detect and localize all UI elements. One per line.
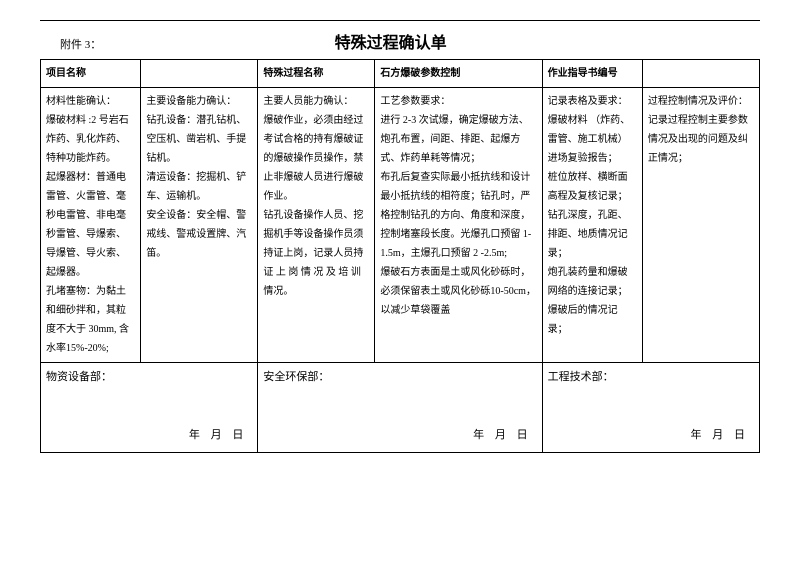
project-name-label: 项目名称 <box>41 60 141 88</box>
evaluation-body: 记录过程控制主要参数情况及出现的问题及纠正情况； <box>648 111 754 168</box>
material-cell: 材料性能确认： 爆破材料 :2 号岩石炸药、乳化炸药、特种功能炸药。 起爆器材：… <box>41 88 141 363</box>
process-name-label: 特殊过程名称 <box>258 60 375 88</box>
table-body-row: 材料性能确认： 爆破材料 :2 号岩石炸药、乳化炸药、特种功能炸药。 起爆器材：… <box>41 88 760 363</box>
records-cell: 记录表格及要求： 爆破材料 （炸药、雷管、施工机械）进场复验报告； 桩位放样、横… <box>542 88 642 363</box>
equipment-title: 主要设备能力确认： <box>146 92 252 111</box>
records-body: 爆破材料 （炸药、雷管、施工机械）进场复验报告； 桩位放样、横断面高程及复核记录… <box>548 111 637 339</box>
equipment-cell: 主要设备能力确认： 钻孔设备：潜孔钻机、空压机、凿岩机、手提钻机。 清运设备：挖… <box>141 88 258 363</box>
table-header-row: 项目名称 特殊过程名称 石方爆破参数控制 作业指导书编号 <box>41 60 760 88</box>
document-title: 特殊过程确认单 <box>335 29 447 53</box>
attachment-label: 附件 3： <box>60 36 101 52</box>
confirmation-table: 项目名称 特殊过程名称 石方爆破参数控制 作业指导书编号 材料性能确认： 爆破材… <box>40 59 760 453</box>
instruction-number-value <box>642 60 759 88</box>
equipment-body: 钻孔设备：潜孔钻机、空压机、凿岩机、手提钻机。 清运设备：挖掘机、铲车、运输机。… <box>146 111 252 263</box>
signature-engineering-dept: 工程技术部： 年 月 日 <box>542 363 759 453</box>
personnel-body: 爆破作业，必须由经过考试合格的持有爆破证的爆破操作员操作，禁止非爆破人员进行爆破… <box>263 111 369 301</box>
signature-row: 物资设备部： 年 月 日 安全环保部： 年 月 日 工程技术部： 年 月 日 <box>41 363 760 453</box>
process-params-cell: 工艺参数要求： 进行 2-3 次试爆，确定爆破方法、炮孔布置，间距、排距、起爆方… <box>375 88 542 363</box>
materials-dept-label: 物资设备部： <box>46 367 252 388</box>
project-name-value <box>141 60 258 88</box>
instruction-number-label: 作业指导书编号 <box>542 60 642 88</box>
process-params-body: 进行 2-3 次试爆，确定爆破方法、炮孔布置，间距、排距、起爆方式、炸药单耗等情… <box>380 111 536 320</box>
evaluation-cell: 过程控制情况及评价： 记录过程控制主要参数情况及出现的问题及纠正情况； <box>642 88 759 363</box>
header-row: 附件 3： 特殊过程确认单 <box>40 29 760 53</box>
material-body: 爆破材料 :2 号岩石炸药、乳化炸药、特种功能炸药。 起爆器材：普通电雷管、火雷… <box>46 111 135 358</box>
process-params-title: 工艺参数要求： <box>380 92 536 111</box>
engineering-dept-label: 工程技术部： <box>548 367 754 388</box>
material-title: 材料性能确认： <box>46 92 135 111</box>
date-line-2: 年 月 日 <box>473 425 532 446</box>
signature-materials-dept: 物资设备部： 年 月 日 <box>41 363 258 453</box>
date-line-3: 年 月 日 <box>691 425 750 446</box>
records-title: 记录表格及要求： <box>548 92 637 111</box>
process-name-value: 石方爆破参数控制 <box>375 60 542 88</box>
evaluation-title: 过程控制情况及评价： <box>648 92 754 111</box>
personnel-cell: 主要人员能力确认： 爆破作业，必须由经过考试合格的持有爆破证的爆破操作员操作，禁… <box>258 88 375 363</box>
date-line-1: 年 月 日 <box>189 425 248 446</box>
personnel-title: 主要人员能力确认： <box>263 92 369 111</box>
safety-dept-label: 安全环保部： <box>263 367 536 388</box>
page-top-rule <box>40 20 760 21</box>
signature-safety-dept: 安全环保部： 年 月 日 <box>258 363 542 453</box>
